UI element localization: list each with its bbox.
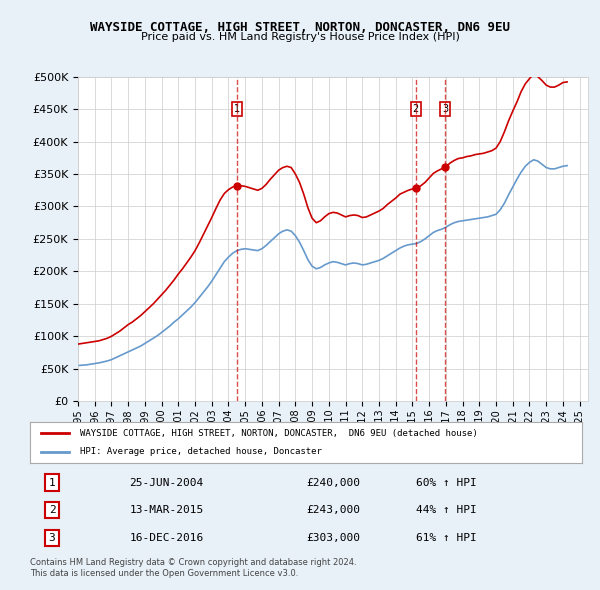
Text: £240,000: £240,000 (306, 478, 360, 487)
Text: WAYSIDE COTTAGE, HIGH STREET, NORTON, DONCASTER,  DN6 9EU (detached house): WAYSIDE COTTAGE, HIGH STREET, NORTON, DO… (80, 429, 478, 438)
Text: 3: 3 (442, 104, 448, 114)
Text: 25-JUN-2004: 25-JUN-2004 (130, 478, 203, 487)
Text: Price paid vs. HM Land Registry's House Price Index (HPI): Price paid vs. HM Land Registry's House … (140, 32, 460, 42)
Text: £243,000: £243,000 (306, 505, 360, 515)
Text: WAYSIDE COTTAGE, HIGH STREET, NORTON, DONCASTER, DN6 9EU: WAYSIDE COTTAGE, HIGH STREET, NORTON, DO… (90, 21, 510, 34)
Text: £303,000: £303,000 (306, 533, 360, 543)
Text: 1: 1 (233, 104, 239, 114)
Text: 61% ↑ HPI: 61% ↑ HPI (416, 533, 477, 543)
Text: 16-DEC-2016: 16-DEC-2016 (130, 533, 203, 543)
Text: Contains HM Land Registry data © Crown copyright and database right 2024.: Contains HM Land Registry data © Crown c… (30, 558, 356, 566)
Text: 3: 3 (49, 533, 55, 543)
Text: 2: 2 (49, 505, 55, 515)
Text: 2: 2 (412, 104, 419, 114)
Text: 13-MAR-2015: 13-MAR-2015 (130, 505, 203, 515)
Text: HPI: Average price, detached house, Doncaster: HPI: Average price, detached house, Donc… (80, 447, 322, 456)
Text: This data is licensed under the Open Government Licence v3.0.: This data is licensed under the Open Gov… (30, 569, 298, 578)
Text: 44% ↑ HPI: 44% ↑ HPI (416, 505, 477, 515)
Text: 60% ↑ HPI: 60% ↑ HPI (416, 478, 477, 487)
Text: 1: 1 (49, 478, 55, 487)
